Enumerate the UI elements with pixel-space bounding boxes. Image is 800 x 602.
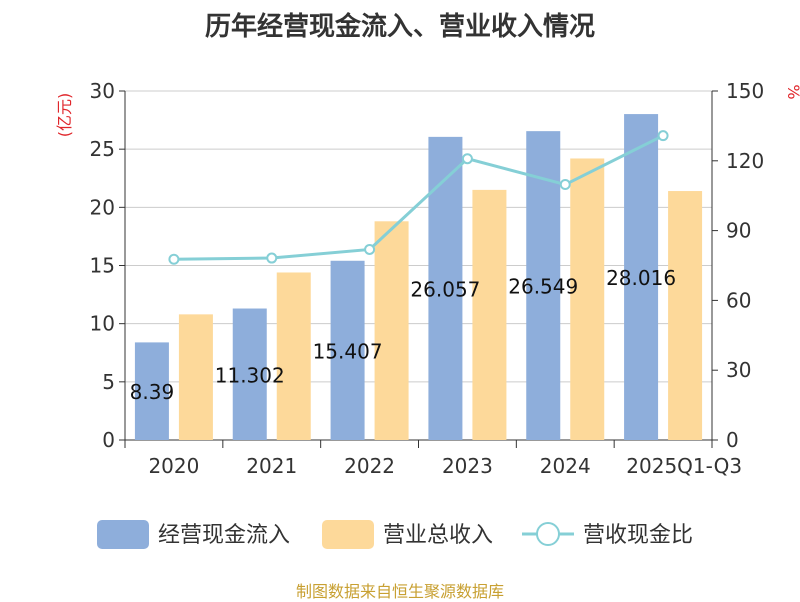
point-revenue-cash-ratio bbox=[657, 130, 669, 142]
y-right-tick-label: 30 bbox=[726, 358, 751, 382]
bar-revenue bbox=[178, 314, 213, 440]
point-revenue-cash-ratio bbox=[168, 253, 180, 265]
data-label-cash-inflow: 15.407 bbox=[313, 339, 383, 363]
y-left-unit-label: (亿元) bbox=[55, 93, 74, 138]
x-tick-label: 2021 bbox=[246, 454, 297, 478]
line-revenue-cash-ratio bbox=[173, 134, 664, 261]
legend-label-cash-inflow: 经营现金流入 bbox=[158, 523, 290, 548]
y-left-tick-label: 20 bbox=[90, 195, 115, 219]
bar-cash-inflow bbox=[330, 260, 365, 440]
y-left-tick-label: 25 bbox=[90, 137, 115, 161]
y-left-tick-label: 0 bbox=[102, 428, 115, 452]
y-right-tick-label: 60 bbox=[726, 288, 751, 312]
y-right-tick-label: 120 bbox=[726, 149, 764, 173]
data-label-cash-inflow: 26.057 bbox=[410, 277, 480, 301]
y-left-tick-label: 10 bbox=[90, 312, 115, 336]
y-left-tick-label: 5 bbox=[102, 370, 115, 394]
point-revenue-cash-ratio bbox=[266, 252, 278, 264]
legend-label-revenue: 营业总收入 bbox=[383, 523, 493, 548]
bar-cash-inflow bbox=[624, 114, 659, 440]
data-label-cash-inflow: 11.302 bbox=[215, 363, 285, 387]
y-left-tick-label: 15 bbox=[90, 254, 115, 278]
x-tick-label: 2020 bbox=[148, 454, 199, 478]
bar-revenue bbox=[374, 221, 409, 440]
data-source-note: 制图数据来自恒生聚源数据库 bbox=[295, 582, 504, 601]
x-tick-label: 2022 bbox=[344, 454, 395, 478]
bar-revenue bbox=[570, 158, 605, 440]
bar-cash-inflow bbox=[134, 342, 169, 440]
bar-cash-inflow bbox=[232, 308, 267, 440]
legend-swatch-cash-inflow bbox=[97, 520, 149, 549]
legend-swatch-revenue bbox=[322, 520, 374, 549]
bar-revenue bbox=[668, 191, 703, 440]
data-label-cash-inflow: 8.39 bbox=[130, 380, 175, 404]
chart-title: 历年经营现金流入、营业收入情况 bbox=[204, 12, 595, 42]
y-right-tick-label: 0 bbox=[726, 428, 739, 452]
point-revenue-cash-ratio bbox=[461, 153, 473, 165]
bar-revenue bbox=[472, 189, 507, 440]
data-label-cash-inflow: 28.016 bbox=[606, 266, 676, 290]
y-right-tick-label: 150 bbox=[726, 79, 764, 103]
data-label-cash-inflow: 26.549 bbox=[508, 275, 578, 299]
bar-cash-inflow bbox=[428, 136, 463, 440]
y-right-tick-label: 90 bbox=[726, 219, 751, 243]
y-left-tick-label: 30 bbox=[90, 79, 115, 103]
x-tick-label: 2023 bbox=[442, 454, 493, 478]
point-revenue-cash-ratio bbox=[559, 179, 571, 191]
point-revenue-cash-ratio bbox=[364, 243, 376, 255]
legend-label-ratio: 营收现金比 bbox=[583, 523, 693, 548]
x-tick-label: 2025Q1-Q3 bbox=[626, 454, 742, 478]
legend-swatch-ratio-point bbox=[536, 522, 560, 546]
bar-revenue bbox=[276, 272, 311, 440]
x-tick-label: 2024 bbox=[540, 454, 591, 478]
y-right-unit-label: % bbox=[784, 84, 800, 99]
